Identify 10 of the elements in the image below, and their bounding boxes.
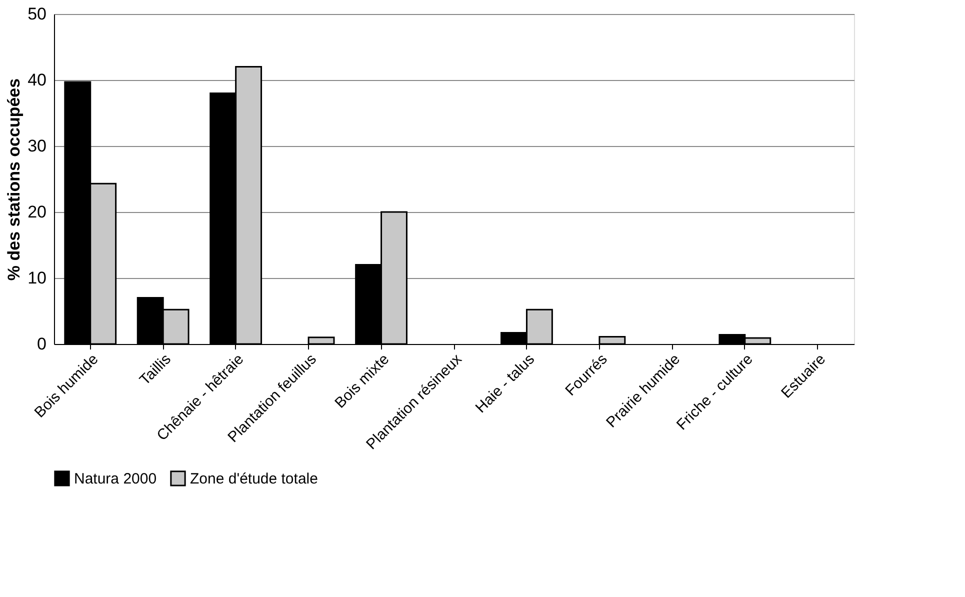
y-tick-label: 30: [28, 136, 46, 156]
legend-label: Zone d'étude totale: [190, 470, 318, 488]
y-tick-label: 50: [28, 4, 46, 24]
y-tick-label: 40: [28, 70, 46, 90]
y-tick-label: 10: [28, 268, 46, 288]
y-tick-label: 20: [28, 202, 46, 222]
y-tick-label: 0: [37, 334, 46, 354]
y-axis-title: % des stations occupées: [4, 78, 24, 281]
x-tick-label: Haie - talus: [472, 350, 538, 416]
legend-label: Natura 2000: [74, 470, 157, 488]
